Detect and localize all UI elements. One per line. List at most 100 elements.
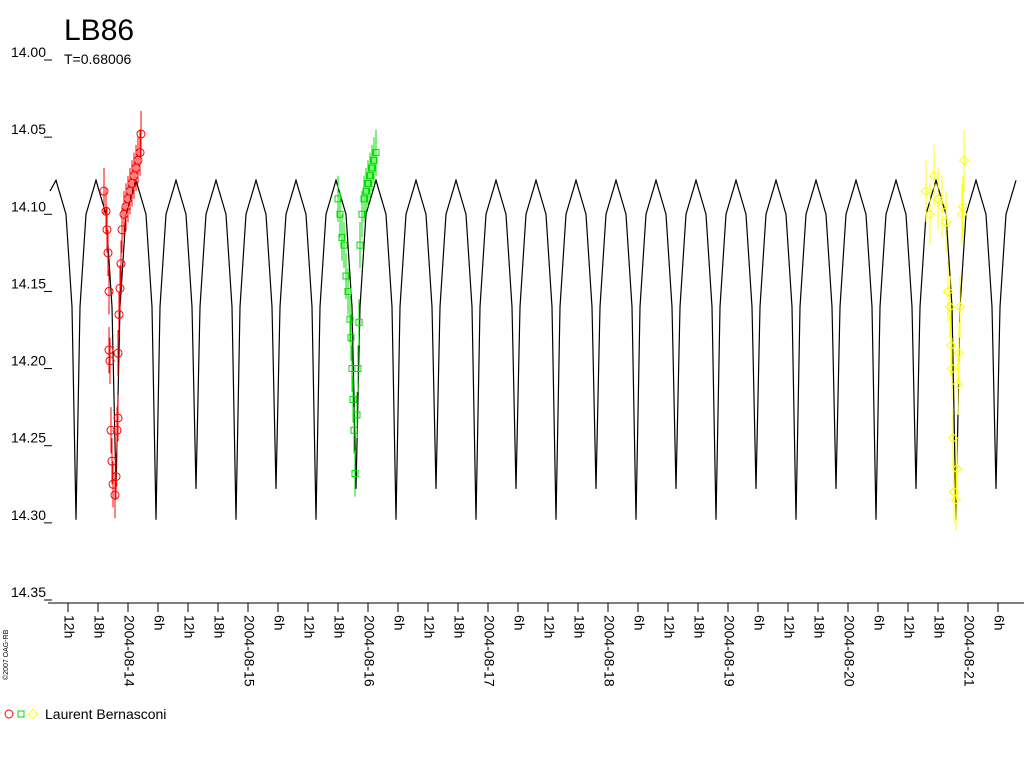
x-tick-label: 2004-08-14 [121, 615, 137, 687]
data-point [346, 315, 354, 323]
data-point [136, 129, 146, 139]
x-tick-label: 12h [181, 615, 197, 638]
data-point [99, 186, 109, 196]
x-tick-label: 6h [151, 615, 167, 631]
data-point [353, 411, 361, 419]
data-point [924, 209, 936, 220]
data-point [370, 156, 378, 164]
x-tick-label: 12h [781, 615, 797, 638]
y-tick-label: 14.25 [11, 430, 46, 446]
data-point [111, 472, 121, 482]
legend-marker [17, 710, 25, 718]
x-tick-label: 12h [301, 615, 317, 638]
x-tick-label: 6h [511, 615, 527, 631]
chart-subtitle: T=0.68006 [64, 51, 132, 67]
data-point [946, 363, 958, 374]
data-point [942, 286, 954, 297]
data-point [948, 486, 960, 498]
x-tick-label: 6h [871, 615, 887, 631]
y-tick-label: 14.20 [11, 353, 46, 369]
data-point [944, 301, 956, 313]
data-point [360, 195, 368, 203]
data-point [940, 216, 952, 228]
data-point [106, 425, 116, 435]
data-point [920, 185, 932, 197]
y-tick-label: 14.15 [11, 275, 46, 291]
x-tick-label: 12h [901, 615, 917, 638]
data-point [115, 283, 125, 293]
y-tick-label: 14.10 [11, 198, 46, 214]
data-point [945, 340, 957, 351]
y-tick-label: 14.35 [11, 584, 46, 600]
data-point [351, 469, 359, 477]
x-tick-label: 2004-08-20 [841, 615, 857, 687]
data-point [372, 149, 380, 157]
data-point [334, 195, 342, 203]
x-tick-label: 18h [331, 615, 347, 638]
data-point [356, 241, 364, 249]
data-point [105, 356, 115, 366]
data-point [347, 334, 355, 342]
x-tick-label: 6h [271, 615, 287, 631]
data-point [344, 287, 352, 295]
data-point [957, 201, 969, 212]
x-tick-label: 12h [61, 615, 77, 638]
data-point [950, 494, 962, 505]
data-point [956, 209, 968, 220]
data-point [951, 463, 963, 475]
data-point [354, 365, 362, 373]
data-point [116, 259, 126, 269]
data-point [336, 210, 344, 218]
data-point [928, 170, 940, 181]
data-point [117, 225, 127, 235]
x-tick-label: 2004-08-19 [721, 615, 737, 687]
x-tick-label: 6h [391, 615, 407, 631]
legend-marker [4, 709, 14, 719]
x-tick-label: 6h [991, 615, 1007, 631]
legend-label: Laurent Bernasconi [45, 706, 166, 722]
y-tick-label: 14.00 [11, 44, 46, 60]
legend-marker [27, 708, 39, 720]
x-tick-label: 2004-08-21 [961, 615, 977, 687]
data-point [135, 148, 145, 158]
y-tick-label: 14.05 [11, 121, 46, 137]
x-tick-label: 6h [751, 615, 767, 631]
data-point [947, 432, 959, 444]
x-tick-label: 18h [691, 615, 707, 638]
x-tick-label: 12h [421, 615, 437, 638]
data-point [954, 301, 966, 313]
data-point [368, 164, 376, 172]
x-tick-label: 18h [91, 615, 107, 638]
data-point [104, 286, 114, 296]
data-point [953, 347, 965, 359]
x-tick-label: 18h [931, 615, 947, 638]
data-point [358, 210, 366, 218]
x-tick-label: 2004-08-16 [361, 615, 377, 687]
x-tick-label: 18h [451, 615, 467, 638]
x-tick-label: 2004-08-17 [481, 615, 497, 687]
x-tick-label: 12h [1021, 615, 1024, 638]
copyright: ©2007 OAG-RB [2, 629, 10, 680]
data-point [364, 179, 372, 187]
data-point [110, 490, 120, 500]
data-point [108, 479, 118, 489]
x-tick-label: 12h [661, 615, 677, 638]
data-point [350, 426, 358, 434]
data-point [114, 310, 124, 320]
model-curve [49, 178, 1017, 520]
x-tick-label: 6h [631, 615, 647, 631]
data-point [112, 425, 122, 435]
x-tick-label: 2004-08-15 [241, 615, 257, 687]
x-tick-label: 18h [811, 615, 827, 638]
data-point [338, 233, 346, 241]
data-point [958, 155, 970, 166]
data-point [113, 348, 123, 358]
data-point [349, 395, 357, 403]
data-point [342, 272, 350, 280]
data-point [952, 378, 964, 390]
data-point [101, 206, 111, 216]
x-tick-label: 18h [211, 615, 227, 638]
data-point [103, 248, 113, 258]
data-point [104, 345, 114, 355]
